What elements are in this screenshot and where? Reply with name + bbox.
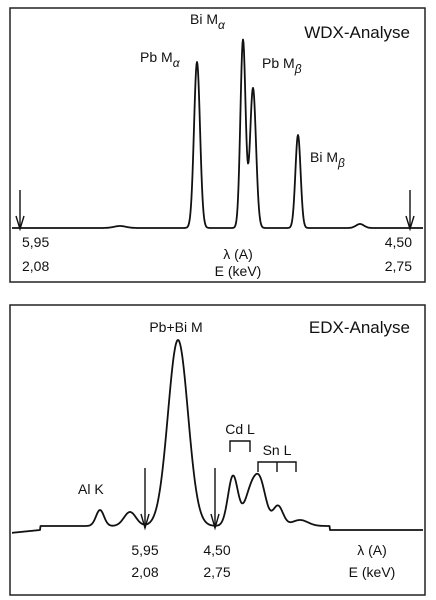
panel-frame: [9, 304, 426, 596]
peak-subscript: α: [173, 56, 181, 70]
peak-subscript: α: [218, 18, 226, 32]
peak-name: Bi M: [190, 11, 218, 27]
panel-title: EDX-Analyse: [309, 318, 410, 337]
axis-label: 5,95: [131, 542, 158, 558]
panel-title: WDX-Analyse: [304, 23, 410, 42]
spectrum-curve: [11, 339, 424, 534]
peak-label: Bi Mα: [190, 11, 226, 32]
peak-label: Sn L: [263, 442, 292, 458]
peak-label: Cd L: [225, 421, 255, 437]
peak-label: Pb Mβ: [262, 55, 302, 76]
peak-label: Pb+Bi M: [149, 319, 202, 335]
peak-subscript: β: [337, 156, 345, 170]
axis-unit: λ (A): [223, 246, 253, 262]
peak-label: Pb Mα: [140, 49, 181, 70]
marker-arrow: [140, 468, 220, 531]
axis-label: 2,08: [131, 564, 158, 580]
axis-unit: λ (A): [357, 542, 387, 558]
peak-name: Pb M: [262, 55, 295, 71]
peak-name: Pb M: [140, 49, 173, 65]
axis-label: 4,50: [385, 234, 412, 250]
axis-unit: E (keV): [215, 263, 262, 279]
peak-subscript: β: [294, 62, 302, 76]
spectrum-curve: [11, 38, 424, 229]
axis-label: 5,95: [22, 234, 49, 250]
axis-label: 2,75: [203, 564, 230, 580]
peak-label: Al K: [78, 481, 104, 497]
axis-label: 2,75: [385, 258, 412, 274]
axis-label: 2,08: [22, 258, 49, 274]
panel-frame: [9, 7, 426, 283]
axis-label: 4,50: [203, 542, 230, 558]
axis-unit: E (keV): [349, 564, 396, 580]
bracket: [229, 440, 251, 452]
bracket: [257, 461, 297, 472]
peak-label: Bi Mβ: [310, 149, 345, 170]
marker-arrow: [15, 190, 415, 232]
peak-name: Bi M: [310, 149, 338, 165]
